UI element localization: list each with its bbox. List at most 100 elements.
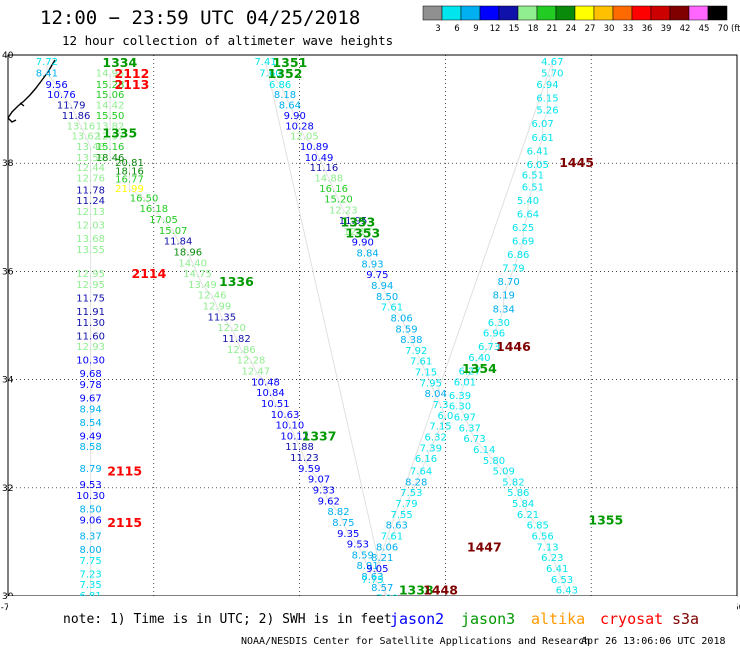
legend-label: 21 bbox=[547, 24, 558, 34]
wave-height-value: 6.86 bbox=[269, 80, 291, 91]
wave-height-value: 10.10 bbox=[276, 421, 305, 432]
wave-height-value: 8.38 bbox=[400, 335, 422, 346]
wave-height-value: 12.05 bbox=[290, 132, 319, 143]
wave-height-value: 11.23 bbox=[290, 453, 319, 464]
wave-height-value: 10.12 bbox=[280, 431, 309, 442]
wave-height-value: 8.57 bbox=[371, 583, 393, 594]
wave-height-value: 18.96 bbox=[173, 247, 202, 258]
pass-tracks bbox=[46, 61, 573, 602]
pass-track bbox=[109, 61, 388, 599]
wave-height-value: 8.50 bbox=[79, 504, 101, 515]
pass-number-label: 1354 bbox=[462, 361, 497, 376]
legend-label: 6 bbox=[454, 24, 459, 34]
y-tick-label: 36 bbox=[2, 267, 14, 277]
pass-number-label: 2114 bbox=[132, 266, 167, 281]
wave-height-value: 6.41 bbox=[527, 146, 549, 157]
wave-height-value: 10.49 bbox=[305, 153, 334, 164]
wave-height-value: 8.37 bbox=[79, 531, 101, 542]
wave-height-value: 9.33 bbox=[313, 486, 335, 497]
wave-height-value: 7.3 bbox=[433, 400, 449, 411]
pass-number-label: 1448 bbox=[423, 583, 458, 598]
wave-height-value: 12.44 bbox=[76, 163, 105, 174]
wave-height-value: 15.07 bbox=[159, 226, 188, 237]
wave-height-value: 8.41 bbox=[36, 68, 58, 79]
wave-height-value: 8.93 bbox=[361, 259, 383, 270]
wave-height-value: 8.06 bbox=[391, 313, 413, 324]
satellite-legend-s3a: s3a bbox=[672, 610, 699, 628]
wave-height-value: 9.67 bbox=[79, 394, 101, 405]
wave-height-value: 8.34 bbox=[493, 304, 515, 315]
wave-height-value: 6.69 bbox=[512, 237, 534, 248]
legend-label: 36 bbox=[642, 24, 653, 34]
legend-swatch bbox=[593, 5, 614, 21]
satellite-legend: jason2 jason3 altika cryosat s3a bbox=[390, 610, 699, 628]
wave-height-value: 13.62 bbox=[71, 132, 100, 143]
wave-height-value: 14.95 bbox=[96, 68, 125, 79]
wave-height-value: 7.92 bbox=[405, 346, 427, 357]
legend-label: 3 bbox=[435, 24, 440, 34]
wave-height-value: 7.53 bbox=[400, 488, 422, 499]
pass-number-label: 1334 bbox=[102, 55, 137, 70]
footer-note: note: 1) Time is in UTC; 2) SWH is in fe… bbox=[63, 612, 392, 627]
wave-height-value: 6.01 bbox=[454, 377, 476, 388]
legend-swatch bbox=[707, 5, 728, 21]
wave-height-value: 6.07 bbox=[531, 119, 553, 130]
pass-number-label: 1445 bbox=[559, 155, 594, 170]
footer-timestamp: Apr 26 13:06:06 UTC 2018 bbox=[581, 636, 726, 647]
wave-height-value: 6.39 bbox=[449, 391, 471, 402]
wave-height-value: 6.30 bbox=[488, 318, 510, 329]
wave-height-value: 15.06 bbox=[96, 90, 125, 101]
wave-height-value: 9.06 bbox=[79, 515, 101, 526]
legend-swatch bbox=[650, 5, 671, 21]
pass-number-label: 1355 bbox=[588, 512, 623, 527]
wave-height-value: 16.50 bbox=[130, 193, 159, 204]
legend-swatch bbox=[669, 5, 690, 21]
wave-height-value: 7.15 bbox=[429, 422, 451, 433]
pass-number-label: 2115 bbox=[107, 515, 142, 530]
wave-height-value: 6.32 bbox=[425, 432, 447, 443]
wave-height-value: 12.28 bbox=[237, 356, 266, 367]
wave-height-value: 11.35 bbox=[208, 312, 237, 323]
wave-height-value: 16.18 bbox=[139, 204, 168, 215]
wave-height-value: 17.05 bbox=[149, 215, 178, 226]
wave-height-value: 6.85 bbox=[527, 521, 549, 532]
wave-height-value: 7.39 bbox=[420, 443, 442, 454]
wave-height-value: 12.03 bbox=[76, 220, 105, 231]
wave-height-value: 18.16 bbox=[115, 166, 144, 177]
wave-height-value: 15.20 bbox=[324, 194, 353, 205]
wave-height-value: 8.04 bbox=[425, 389, 447, 400]
legend-label: 9 bbox=[473, 24, 478, 34]
wave-height-value: 8.28 bbox=[405, 477, 427, 488]
wave-height-value: 9.90 bbox=[284, 111, 306, 122]
wave-height-value: 6.64 bbox=[517, 210, 539, 221]
wave-height-value: 7.75 bbox=[361, 575, 383, 586]
wave-height-value: 10.30 bbox=[76, 491, 105, 502]
wave-height-value: 9.49 bbox=[79, 431, 101, 442]
wave-height-value: 8.64 bbox=[279, 100, 301, 111]
pass-track bbox=[372, 61, 573, 602]
wave-height-value: 8.82 bbox=[327, 507, 349, 518]
legend-swatch bbox=[517, 5, 538, 21]
wave-height-value: 8.50 bbox=[376, 292, 398, 303]
pass-number-label: 1336 bbox=[219, 274, 254, 289]
pass-track bbox=[270, 73, 446, 548]
wave-height-value: 9.05 bbox=[366, 564, 388, 575]
wave-height-value: 6.15 bbox=[536, 93, 558, 104]
wave-height-value: 7.35 bbox=[79, 580, 101, 591]
wave-height-value: 5.84 bbox=[512, 499, 534, 510]
pass-track bbox=[46, 62, 92, 596]
pass-number-label: 1351 bbox=[272, 55, 307, 70]
satellite-legend-altika: altika bbox=[531, 610, 585, 628]
wave-height-value: 6.14 bbox=[473, 445, 495, 456]
wave-height-value: 8.58 bbox=[79, 442, 101, 453]
pass-number-label: 2115 bbox=[107, 464, 142, 479]
wave-height-value: 5.80 bbox=[483, 456, 505, 467]
pass-number-label: 1446 bbox=[496, 339, 531, 354]
wave-height-value: 8.84 bbox=[357, 249, 379, 260]
wave-height-value: 7.55 bbox=[391, 510, 413, 521]
wave-height-value: 14.40 bbox=[178, 258, 207, 269]
wave-height-value: 5.40 bbox=[517, 196, 539, 207]
wave-height-value: 14.42 bbox=[96, 100, 125, 111]
data-points: 7.728.419.5610.7611.7911.8613.1613.6213.… bbox=[36, 57, 583, 607]
